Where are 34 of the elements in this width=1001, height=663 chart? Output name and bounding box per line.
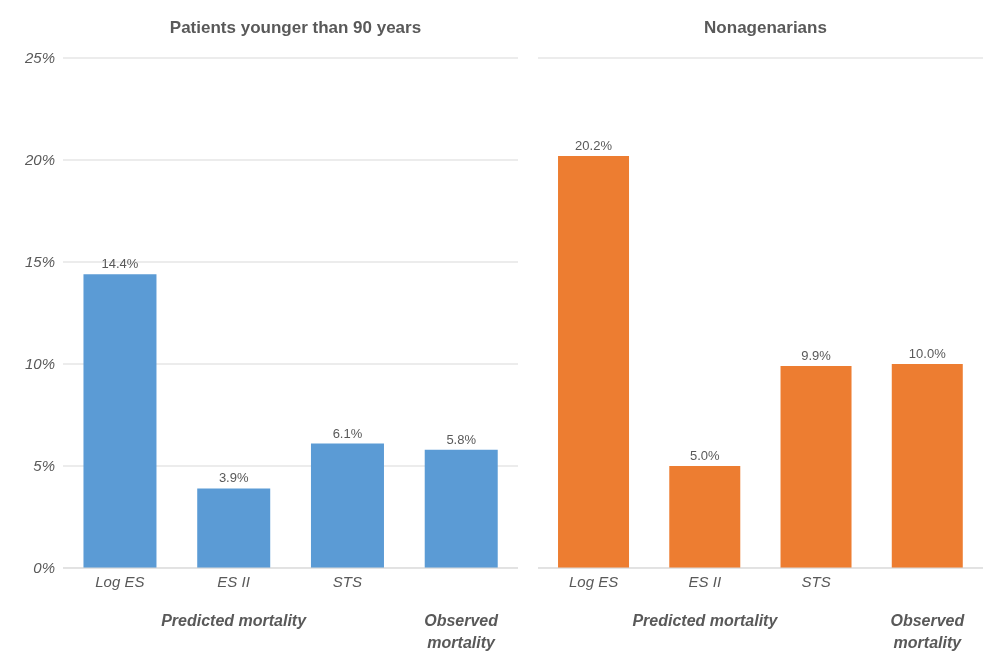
text: Observed mortality xyxy=(423,611,500,653)
y-tick-label: 15% xyxy=(24,253,55,271)
data-label: 5.8% xyxy=(446,431,477,447)
bar xyxy=(558,155,630,568)
x-tick-label: ES II xyxy=(688,572,722,590)
bar xyxy=(891,364,963,568)
y-tick-label: 5% xyxy=(33,457,55,475)
chart-title: Patients younger than 90 years xyxy=(168,17,423,39)
data-label: 14.4% xyxy=(101,256,139,272)
y-tick-label: 10% xyxy=(24,355,55,373)
x-tick-label: STS xyxy=(801,572,831,590)
text: Predicted mortality xyxy=(631,611,779,631)
y-tick-label: 20% xyxy=(23,151,55,169)
text: Predicted mortality xyxy=(160,611,308,631)
y-tick-label: 25% xyxy=(23,49,55,67)
bar xyxy=(197,488,271,568)
data-label: 20.2% xyxy=(575,137,613,153)
x-tick-label: STS xyxy=(332,572,362,590)
bar xyxy=(669,466,741,568)
data-label: 10.0% xyxy=(908,346,947,361)
x-tick-label: Log ES xyxy=(569,572,619,590)
chart-title: Nonagenarians xyxy=(703,17,828,39)
data-label: 6.1% xyxy=(332,425,363,441)
y-tick-label: 0% xyxy=(33,559,55,577)
bar xyxy=(310,443,384,568)
bar xyxy=(83,274,157,568)
x-tick-label: Log ES xyxy=(95,572,145,590)
x-tick-label: ES II xyxy=(217,572,250,590)
bar xyxy=(424,449,498,568)
data-label: 3.9% xyxy=(218,470,249,486)
bar xyxy=(780,366,852,568)
data-label: 5.0% xyxy=(689,448,721,463)
text: Observed mortality xyxy=(889,611,966,653)
data-label: 9.9% xyxy=(801,348,832,364)
